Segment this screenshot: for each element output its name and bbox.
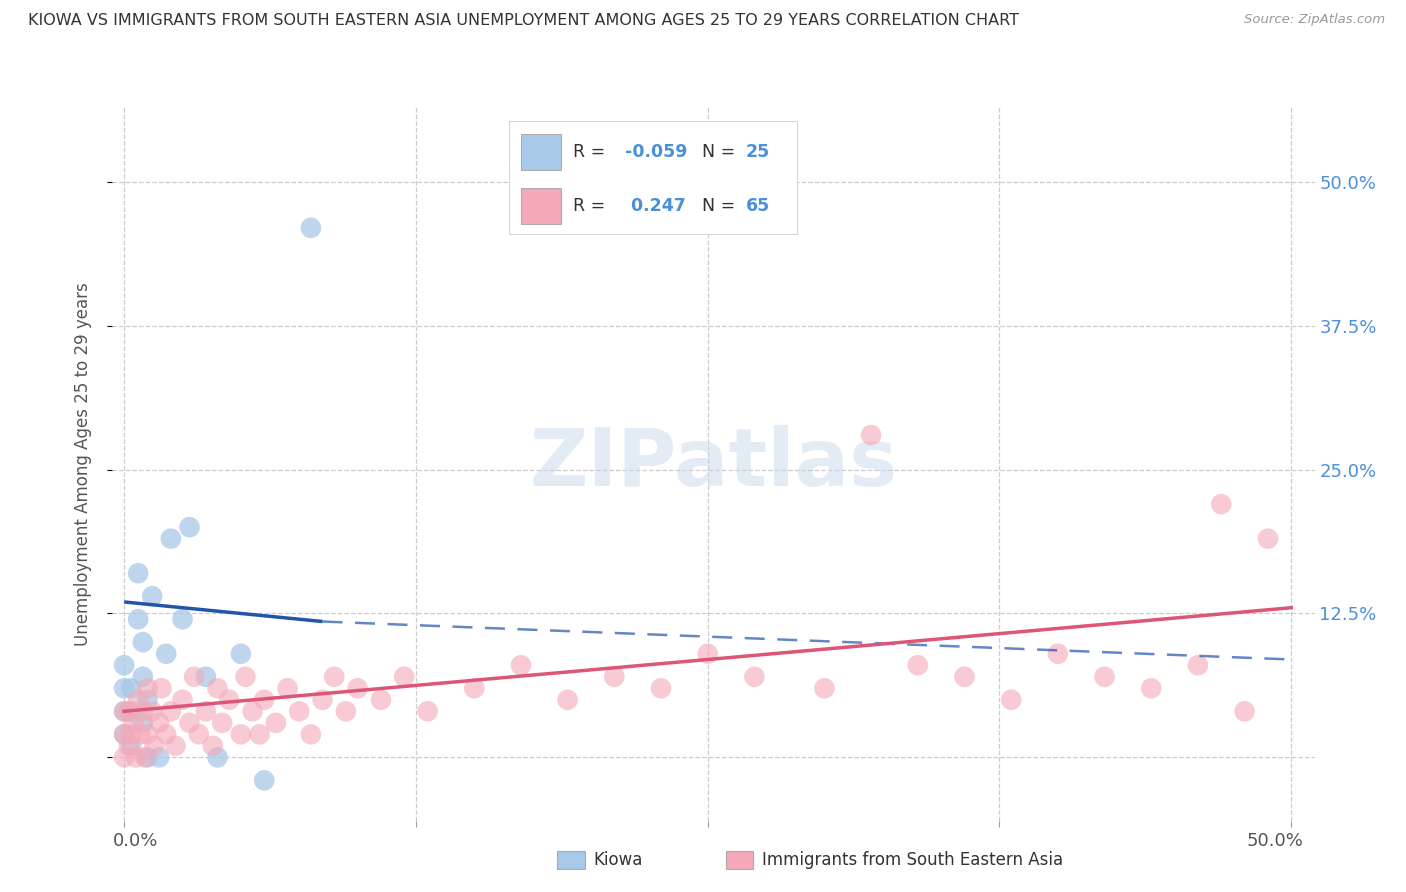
Point [249, 727, 271, 741]
Point [112, 704, 135, 718]
Point [211, 715, 233, 730]
Point [183, 670, 205, 684]
Point [264, 715, 287, 730]
Point [953, 670, 976, 684]
Point [120, 681, 142, 696]
Point [346, 681, 368, 696]
Point [603, 670, 626, 684]
Point [172, 693, 194, 707]
Point [160, 704, 183, 718]
Point [148, 715, 170, 730]
Point [112, 658, 135, 673]
Point [253, 773, 276, 788]
Point [1140, 681, 1163, 696]
Point [1233, 704, 1256, 718]
Point [744, 670, 766, 684]
Point [112, 704, 135, 718]
Point [134, 750, 156, 764]
Point [335, 704, 357, 718]
Point [1211, 497, 1233, 511]
Y-axis label: Unemployment Among Ages 25 to 29 years: Unemployment Among Ages 25 to 29 years [73, 282, 91, 646]
Point [112, 727, 135, 741]
Point [277, 681, 299, 696]
Point [416, 704, 439, 718]
Point [141, 704, 163, 718]
Point [160, 532, 183, 546]
Point [813, 681, 835, 696]
Point [155, 647, 177, 661]
Point [311, 693, 333, 707]
Point [394, 670, 416, 684]
Point [229, 727, 252, 741]
Point [235, 670, 257, 684]
Point [510, 658, 533, 673]
Point [155, 727, 177, 741]
Point [229, 647, 252, 661]
Point [125, 750, 148, 764]
Point [650, 681, 672, 696]
Point [118, 704, 141, 718]
Point [1187, 658, 1209, 673]
Point [557, 693, 579, 707]
Text: Source: ZipAtlas.com: Source: ZipAtlas.com [1244, 13, 1385, 27]
Point [299, 727, 322, 741]
Text: ZIPatlas: ZIPatlas [530, 425, 897, 503]
Point [172, 612, 194, 626]
Point [463, 681, 485, 696]
Point [179, 715, 201, 730]
Point [201, 739, 224, 753]
Point [148, 750, 170, 764]
Point [143, 739, 166, 753]
Point [696, 647, 718, 661]
Text: KIOWA VS IMMIGRANTS FROM SOUTH EASTERN ASIA UNEMPLOYMENT AMONG AGES 25 TO 29 YEA: KIOWA VS IMMIGRANTS FROM SOUTH EASTERN A… [28, 13, 1019, 29]
Point [150, 681, 173, 696]
Point [194, 670, 217, 684]
Point [242, 704, 264, 718]
Point [136, 693, 159, 707]
Point [218, 693, 240, 707]
Text: Kiowa: Kiowa [593, 851, 643, 869]
Point [136, 727, 159, 741]
Point [288, 704, 311, 718]
Point [299, 220, 322, 235]
Text: 50.0%: 50.0% [1246, 832, 1303, 850]
Point [187, 727, 209, 741]
Text: 0.0%: 0.0% [112, 832, 157, 850]
Point [127, 612, 149, 626]
Point [179, 520, 201, 534]
Point [120, 704, 142, 718]
Point [1094, 670, 1116, 684]
Point [1257, 532, 1279, 546]
Point [1046, 647, 1069, 661]
Point [132, 635, 155, 649]
Point [132, 704, 155, 718]
Point [136, 681, 159, 696]
Point [120, 727, 142, 741]
Point [141, 589, 163, 603]
Point [323, 670, 346, 684]
Point [112, 750, 135, 764]
Point [907, 658, 929, 673]
Point [207, 681, 229, 696]
Point [194, 704, 217, 718]
Point [132, 670, 155, 684]
Point [207, 750, 229, 764]
Point [165, 739, 187, 753]
Point [112, 681, 135, 696]
Point [253, 693, 276, 707]
Point [370, 693, 392, 707]
Point [136, 750, 159, 764]
Point [132, 715, 155, 730]
Point [1000, 693, 1022, 707]
Point [127, 693, 149, 707]
Point [860, 428, 883, 442]
Point [127, 566, 149, 581]
Point [112, 727, 135, 741]
Point [129, 727, 152, 741]
Text: Immigrants from South Eastern Asia: Immigrants from South Eastern Asia [762, 851, 1063, 869]
Point [120, 739, 142, 753]
Point [122, 715, 145, 730]
Point [118, 739, 141, 753]
